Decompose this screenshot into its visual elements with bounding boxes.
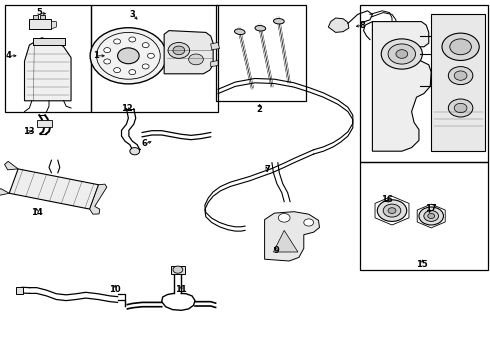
Circle shape bbox=[142, 64, 149, 69]
Circle shape bbox=[173, 46, 185, 55]
Circle shape bbox=[104, 48, 111, 53]
Circle shape bbox=[396, 50, 408, 58]
Text: 16: 16 bbox=[381, 195, 393, 204]
Circle shape bbox=[104, 59, 111, 64]
Circle shape bbox=[383, 204, 401, 217]
Polygon shape bbox=[372, 22, 431, 151]
Circle shape bbox=[388, 208, 396, 213]
Bar bbox=[33, 38, 65, 45]
Text: 4: 4 bbox=[6, 51, 12, 60]
Text: 5: 5 bbox=[36, 8, 42, 17]
Circle shape bbox=[454, 103, 467, 113]
Circle shape bbox=[419, 207, 443, 225]
Polygon shape bbox=[9, 169, 98, 209]
Bar bbox=[360, 162, 488, 270]
Circle shape bbox=[304, 219, 314, 226]
Circle shape bbox=[448, 99, 473, 117]
Circle shape bbox=[388, 44, 416, 64]
Polygon shape bbox=[273, 230, 298, 252]
Bar bbox=[171, 266, 185, 274]
Circle shape bbox=[278, 213, 290, 222]
Circle shape bbox=[168, 42, 190, 58]
Circle shape bbox=[114, 68, 121, 73]
Circle shape bbox=[118, 48, 139, 64]
Circle shape bbox=[147, 53, 154, 58]
Polygon shape bbox=[265, 212, 319, 261]
Bar bbox=[216, 5, 306, 101]
Polygon shape bbox=[431, 14, 485, 151]
Text: 1: 1 bbox=[93, 51, 98, 60]
Text: 9: 9 bbox=[274, 246, 280, 255]
Polygon shape bbox=[211, 60, 218, 67]
Text: 14: 14 bbox=[31, 208, 43, 217]
Circle shape bbox=[129, 37, 136, 42]
Circle shape bbox=[448, 67, 473, 85]
Text: 6: 6 bbox=[142, 139, 147, 148]
Circle shape bbox=[377, 200, 407, 221]
Circle shape bbox=[114, 39, 121, 44]
Circle shape bbox=[173, 266, 183, 273]
Circle shape bbox=[142, 42, 149, 48]
Polygon shape bbox=[0, 189, 9, 196]
Circle shape bbox=[442, 33, 479, 60]
Bar bbox=[40, 15, 45, 19]
Circle shape bbox=[189, 54, 203, 65]
Text: 2: 2 bbox=[257, 105, 263, 114]
Text: 3: 3 bbox=[129, 10, 135, 19]
Text: 13: 13 bbox=[23, 127, 34, 136]
Polygon shape bbox=[164, 31, 213, 74]
Bar bbox=[360, 5, 488, 162]
Circle shape bbox=[450, 39, 471, 55]
Polygon shape bbox=[24, 38, 71, 101]
Circle shape bbox=[90, 28, 167, 84]
Bar bbox=[33, 15, 38, 19]
Bar bbox=[91, 5, 218, 112]
Circle shape bbox=[381, 39, 422, 69]
Polygon shape bbox=[51, 22, 56, 29]
Ellipse shape bbox=[273, 18, 284, 24]
Polygon shape bbox=[4, 161, 18, 170]
Text: 12: 12 bbox=[122, 104, 133, 112]
Polygon shape bbox=[328, 18, 349, 32]
Circle shape bbox=[130, 148, 140, 155]
Bar bbox=[16, 287, 23, 294]
Ellipse shape bbox=[235, 29, 245, 35]
Bar bbox=[37, 120, 52, 127]
Polygon shape bbox=[90, 184, 107, 214]
Circle shape bbox=[129, 69, 136, 75]
Circle shape bbox=[424, 211, 439, 221]
Bar bbox=[29, 19, 51, 29]
Text: 17: 17 bbox=[425, 204, 437, 213]
Text: 15: 15 bbox=[416, 260, 428, 269]
Text: 11: 11 bbox=[175, 285, 187, 294]
Circle shape bbox=[428, 213, 435, 219]
Circle shape bbox=[454, 71, 467, 80]
Text: 8: 8 bbox=[360, 21, 366, 30]
Bar bbox=[5, 5, 91, 112]
Text: 10: 10 bbox=[109, 285, 121, 294]
Ellipse shape bbox=[255, 26, 266, 31]
Polygon shape bbox=[211, 42, 220, 50]
Text: 7: 7 bbox=[264, 165, 270, 174]
